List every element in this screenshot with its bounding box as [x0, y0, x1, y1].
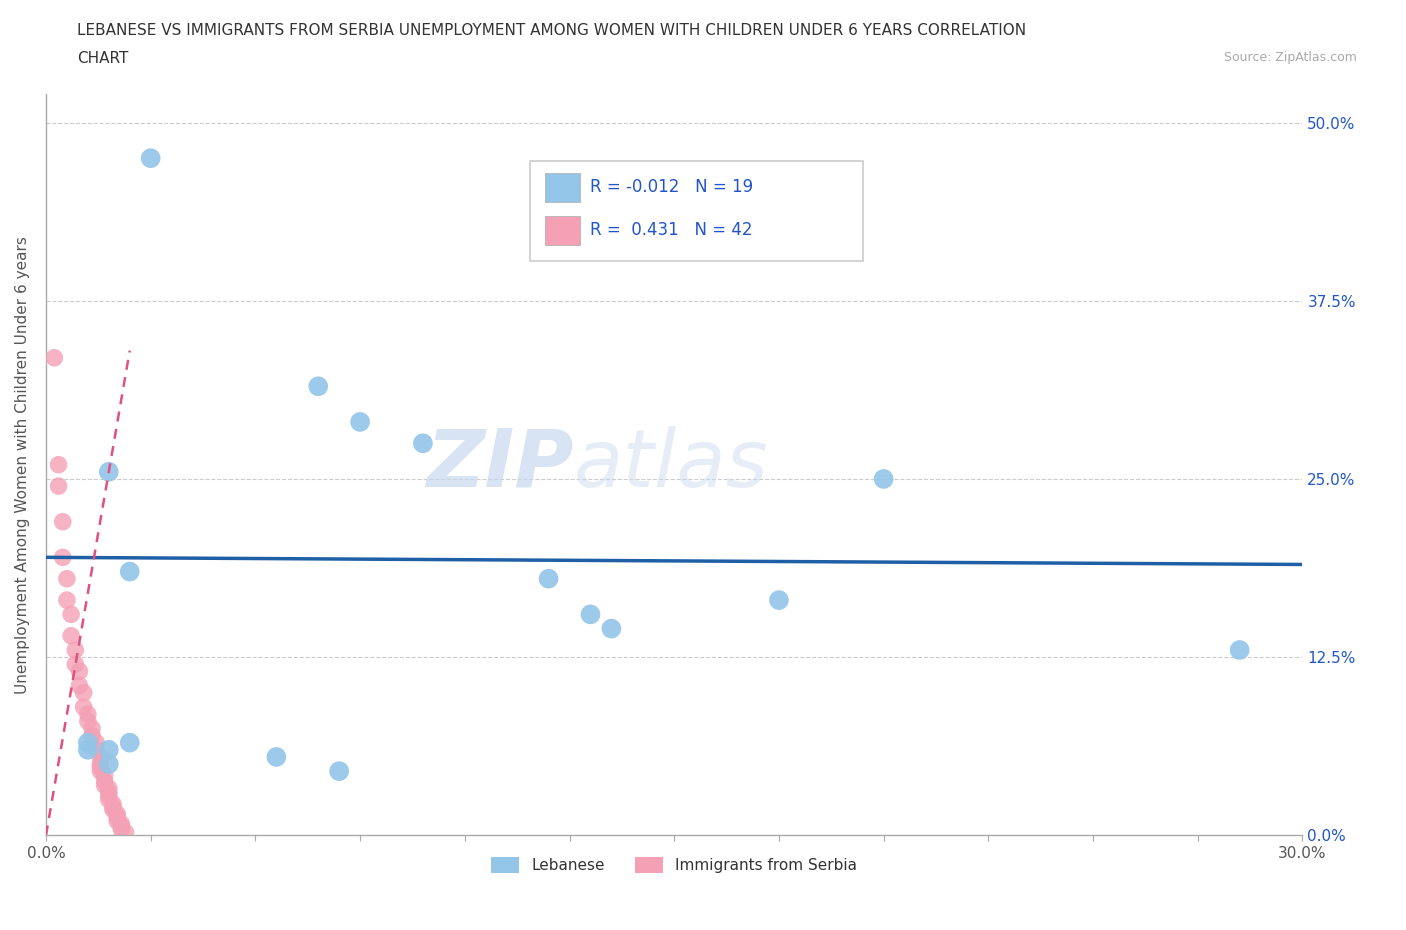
- Point: [97, 792, 120, 807]
- Point: [97, 757, 120, 772]
- Point: [579, 607, 602, 622]
- Point: [69, 664, 91, 679]
- Bar: [544, 217, 581, 245]
- Y-axis label: Unemployment Among Women with Children Under 6 years: Unemployment Among Women with Children U…: [15, 235, 30, 694]
- Text: R = -0.012   N = 19: R = -0.012 N = 19: [591, 179, 754, 196]
- Bar: [544, 173, 581, 202]
- Text: CHART: CHART: [77, 51, 129, 66]
- Point: [105, 806, 128, 821]
- Point: [872, 472, 894, 486]
- Point: [101, 800, 124, 815]
- Point: [73, 699, 96, 714]
- Point: [76, 742, 98, 757]
- Point: [84, 736, 107, 751]
- Point: [97, 464, 120, 479]
- Point: [101, 796, 124, 811]
- Point: [56, 571, 79, 586]
- Point: [60, 607, 83, 622]
- Point: [76, 736, 98, 751]
- Point: [48, 458, 70, 472]
- Point: [80, 728, 103, 743]
- Point: [97, 742, 120, 757]
- Point: [65, 657, 87, 671]
- Point: [412, 436, 434, 451]
- Point: [97, 785, 120, 800]
- Point: [89, 750, 111, 764]
- Legend: Lebanese, Immigrants from Serbia: Lebanese, Immigrants from Serbia: [485, 851, 863, 880]
- Point: [97, 781, 120, 796]
- Point: [97, 788, 120, 803]
- Point: [60, 629, 83, 644]
- Point: [105, 809, 128, 824]
- Point: [76, 707, 98, 722]
- Point: [44, 351, 66, 365]
- Point: [266, 750, 288, 764]
- Point: [139, 151, 162, 166]
- Point: [110, 819, 132, 834]
- Point: [537, 571, 560, 586]
- Text: R =  0.431   N = 42: R = 0.431 N = 42: [591, 221, 752, 239]
- Point: [110, 817, 132, 831]
- Text: Source: ZipAtlas.com: Source: ZipAtlas.com: [1223, 51, 1357, 64]
- Point: [110, 822, 132, 837]
- Point: [56, 592, 79, 607]
- Text: LEBANESE VS IMMIGRANTS FROM SERBIA UNEMPLOYMENT AMONG WOMEN WITH CHILDREN UNDER : LEBANESE VS IMMIGRANTS FROM SERBIA UNEMP…: [77, 23, 1026, 38]
- Point: [89, 757, 111, 772]
- FancyBboxPatch shape: [530, 161, 863, 260]
- Point: [307, 379, 329, 393]
- Point: [73, 685, 96, 700]
- Point: [52, 514, 75, 529]
- Point: [89, 764, 111, 778]
- Point: [84, 742, 107, 757]
- Text: ZIP: ZIP: [426, 426, 574, 504]
- Point: [349, 415, 371, 430]
- Point: [101, 803, 124, 817]
- Point: [76, 714, 98, 729]
- Point: [93, 774, 115, 789]
- Point: [69, 678, 91, 693]
- Text: atlas: atlas: [574, 426, 769, 504]
- Point: [80, 721, 103, 736]
- Point: [600, 621, 623, 636]
- Point: [93, 778, 115, 793]
- Point: [328, 764, 350, 778]
- Point: [89, 760, 111, 775]
- Point: [768, 592, 790, 607]
- Point: [114, 825, 136, 840]
- Point: [118, 736, 141, 751]
- Point: [65, 643, 87, 658]
- Point: [105, 814, 128, 829]
- Point: [48, 479, 70, 494]
- Point: [52, 550, 75, 565]
- Point: [93, 768, 115, 783]
- Point: [1229, 643, 1251, 658]
- Point: [118, 565, 141, 579]
